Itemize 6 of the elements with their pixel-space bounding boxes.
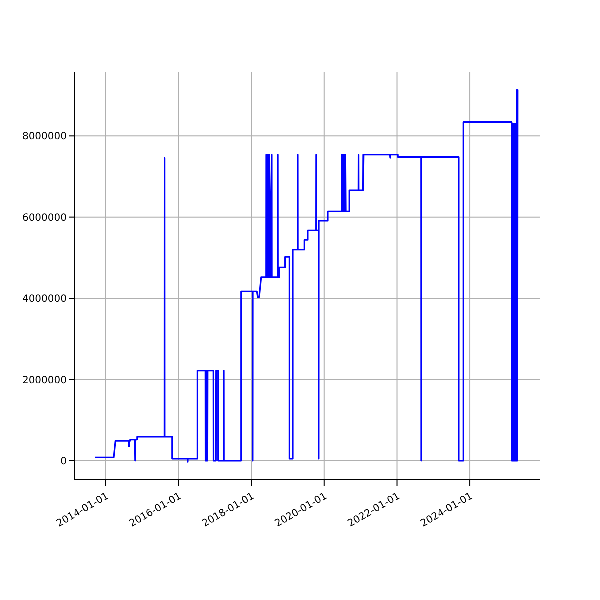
y-tick-label: 6000000 xyxy=(22,212,67,224)
y-tick-label: 0 xyxy=(60,456,67,468)
y-tick-label: 2000000 xyxy=(22,375,67,386)
line-series xyxy=(94,89,519,463)
y-tick-label: 8000000 xyxy=(22,132,67,143)
y-tick-label: 4000000 xyxy=(22,294,67,306)
